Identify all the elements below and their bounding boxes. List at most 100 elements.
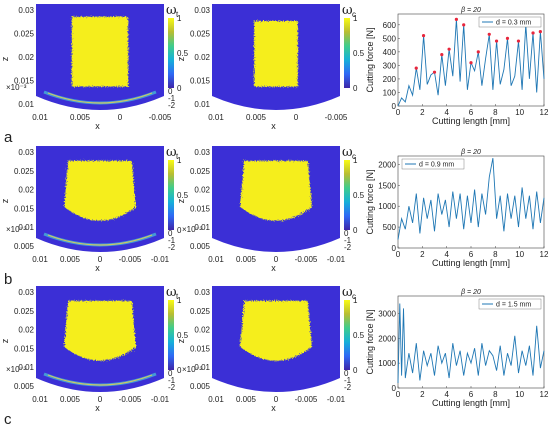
x-tick-label: 12 (540, 390, 549, 399)
x-tick-label: 0.005 (246, 113, 267, 122)
colorbar-symbol: ω (342, 3, 353, 18)
y-tick-label: 0.025 (190, 167, 211, 176)
peak-marker (469, 61, 473, 65)
x-tick-label: 0.01 (32, 113, 48, 122)
y-tick-label: 2000 (378, 334, 396, 343)
offset-exponent: ×10⁻³ (6, 225, 27, 234)
colorbar-symbol: ω (166, 3, 177, 18)
x-axis-label: Cutting length [mm] (432, 398, 510, 408)
offset-tick-label: -1 (168, 94, 176, 103)
x-tick-label: 0.01 (208, 255, 224, 264)
x-tick-label: 12 (540, 250, 549, 259)
colorbar-symbol: ω (166, 285, 177, 300)
legend-label: d = 1.5 mm (496, 302, 531, 309)
force-chart-2: β = 20 0 2 4 6 8 10 12 0 500 1000 1500 2000 Cutting l… (365, 149, 549, 268)
legend-label: d = 0.3 mm (496, 20, 531, 27)
arc-band-core (47, 92, 153, 104)
offset-tick-label: -2 (168, 101, 176, 110)
chart-title: β = 20 (460, 289, 481, 296)
peak-marker (531, 31, 535, 35)
row-label-b: b (4, 271, 12, 288)
offset-exponent: ×10⁻³ (6, 365, 27, 374)
legend-box (478, 298, 542, 310)
arc-band-core (47, 374, 153, 386)
colorbar (168, 300, 174, 370)
contour-map-a-omega-t: 0.03 0.025 0.02 0.015 0.01 z 0.01 0.005 0 -0.005 x… (0, 3, 189, 131)
force-chart-1: β = 20 0 2 4 6 8 10 12 0 100 200 300 400 500 600 Cuttin… (365, 7, 549, 126)
x-tick-label: 0.005 (236, 255, 257, 264)
colorbar-tick-label: 1 (177, 156, 182, 165)
x-axis-label: x (95, 403, 100, 413)
offset-exponent: ×10⁻³ (182, 365, 203, 374)
y-axis-label: z (176, 198, 186, 203)
x-tick-label: -0.01 (151, 395, 170, 404)
peak-marker (476, 50, 480, 54)
x-tick-label: 0 (274, 395, 279, 404)
y-tick-label: 0.005 (190, 382, 211, 391)
colorbar (168, 18, 174, 88)
chart-title: β = 20 (460, 7, 481, 14)
x-tick-label: 10 (515, 108, 524, 117)
y-tick-label: 0.025 (190, 30, 211, 39)
x-tick-label: -0.005 (295, 255, 318, 264)
colorbar-tick-label: 0 (353, 366, 358, 375)
offset-tick-label: 0 (344, 369, 349, 378)
y-tick-label: 200 (383, 75, 397, 84)
colorbar-symbol: ω (342, 145, 353, 160)
offset-tick-label: 0 (168, 87, 173, 96)
peak-marker (505, 36, 510, 40)
row-label-c: c (4, 411, 12, 427)
x-tick-label: 4 (444, 390, 449, 399)
x-tick-label: 4 (444, 108, 449, 117)
contour-map-c-omega-t: 0.03 0.025 0.02 0.015 0.01 0.005 z 0.01 0.005 0 -0… (0, 285, 189, 413)
offset-exponent: ×10⁻³ (6, 83, 27, 92)
arc-band-core (47, 234, 153, 246)
y-tick-label: 0.03 (18, 6, 34, 15)
colorbar-tick-label: 0.5 (353, 331, 365, 340)
colorbar-symbol: ω (166, 145, 177, 160)
colorbar-tick-label: 1 (353, 14, 358, 23)
x-axis-label: x (271, 263, 276, 273)
peak-marker (454, 17, 458, 22)
colorbar-tick-label: 0 (353, 226, 358, 235)
x-tick-label: 8 (493, 250, 498, 259)
y-tick-label: 0.015 (190, 204, 211, 213)
y-tick-label: 0.01 (18, 223, 34, 232)
y-tick-label: 0.01 (194, 363, 210, 372)
y-tick-label: 0.03 (194, 6, 210, 15)
peak-marker (516, 39, 521, 43)
peak-marker (487, 32, 491, 36)
row-label-a: a (4, 129, 13, 146)
y-tick-label: 0.005 (14, 382, 35, 391)
x-tick-label: -0.005 (325, 113, 348, 122)
x-tick-label: 4 (444, 250, 449, 259)
damage-field (240, 160, 312, 221)
colorbar-tick-label: 0.5 (177, 191, 189, 200)
y-tick-label: 0.015 (14, 204, 35, 213)
offset-exponent: ×10⁻³ (182, 225, 203, 234)
x-tick-label: 6 (469, 250, 474, 259)
y-tick-label: 0.03 (18, 288, 34, 297)
y-axis-label: Cutting force [N] (365, 169, 375, 234)
y-tick-label: 0 (392, 102, 397, 111)
colorbar-tick-label: 0 (177, 226, 182, 235)
y-tick-label: 0.01 (18, 100, 34, 109)
y-tick-label: 0.015 (14, 77, 35, 86)
y-axis-label: z (0, 198, 10, 203)
x-tick-label: 6 (469, 390, 474, 399)
offset-tick-label: -1 (168, 376, 176, 385)
plot-frame (397, 295, 545, 389)
offset-tick-label: -1 (344, 236, 352, 245)
x-tick-label: 0 (396, 108, 401, 117)
contour-map-b-omega-c: 0.03 0.025 0.02 0.015 0.01 0.005 z 0.01 0.005 0 -0… (176, 145, 365, 273)
peak-marker (421, 34, 426, 38)
x-tick-label: -0.01 (151, 255, 170, 264)
y-tick-label: 0.02 (194, 186, 210, 195)
y-axis-label: z (0, 338, 10, 343)
contour-map-b-omega-t: 0.03 0.025 0.02 0.015 0.01 0.005 z 0.01 0.005 0 -0… (0, 145, 189, 273)
colorbar-tick-label: 0 (177, 366, 182, 375)
colorbar-tick-label: 1 (177, 296, 182, 305)
offset-tick-label: -2 (168, 243, 176, 252)
force-charts: β = 200 2 4 6 8 10 120100200300400500600Cuttin… (365, 7, 549, 408)
